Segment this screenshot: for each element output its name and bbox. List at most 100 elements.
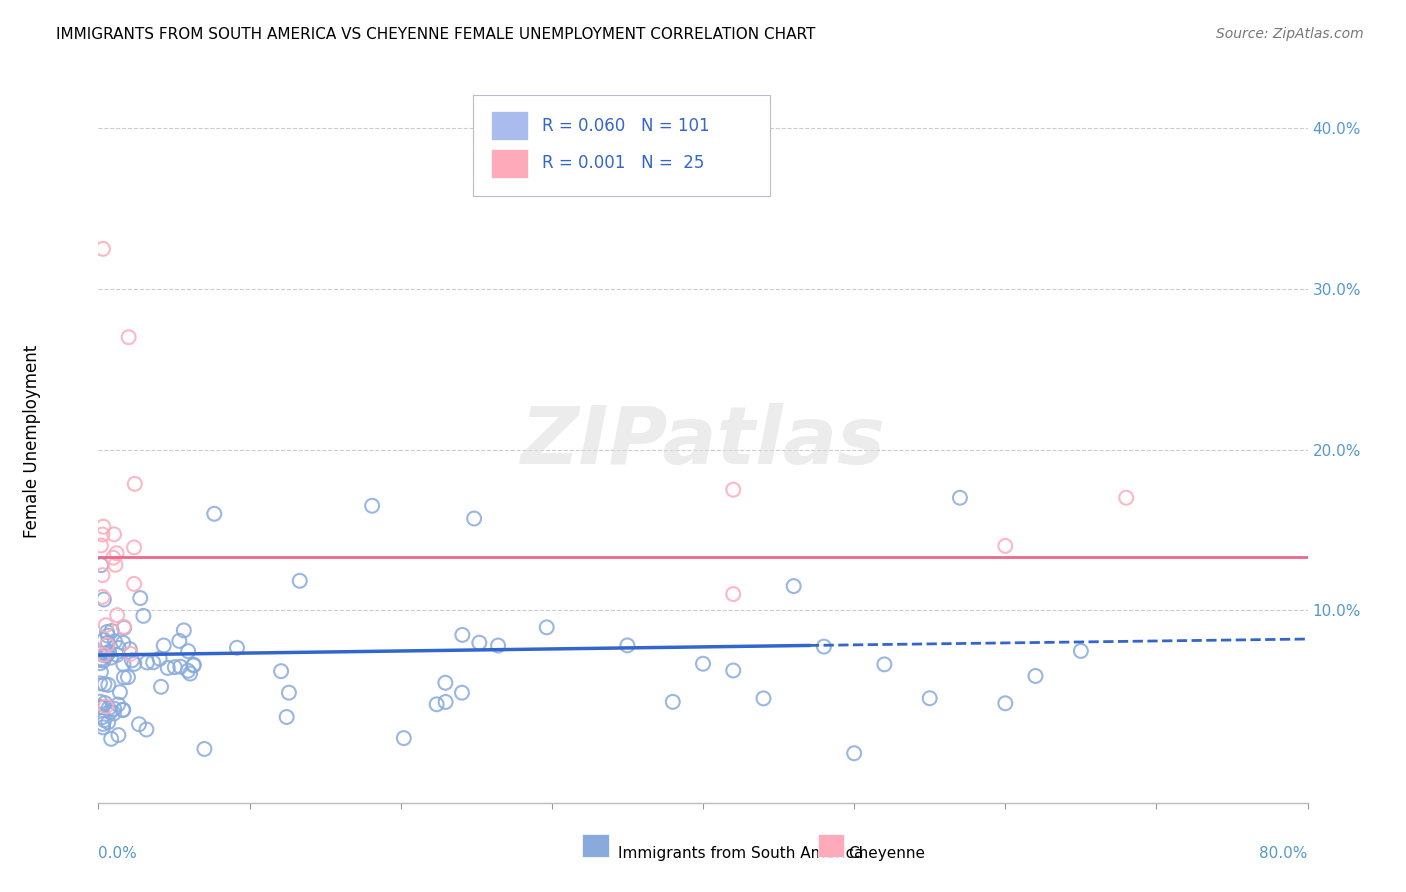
Point (107, 640, 129, 655)
Point (276, 710, 298, 724)
Text: R = 0.001   N =  25: R = 0.001 N = 25 (543, 154, 704, 172)
Point (193, 742, 215, 756)
Point (89, 653, 111, 667)
Point (103, 550, 125, 565)
Point (1024, 669, 1046, 683)
Point (97, 629, 120, 643)
Point (94, 618, 117, 632)
Point (813, 640, 835, 654)
Point (103, 706, 125, 721)
Point (93, 677, 115, 691)
Text: R = 0.060   N = 101: R = 0.060 N = 101 (543, 117, 710, 135)
Point (97, 701, 120, 715)
Point (91, 242, 114, 256)
Point (91, 717, 114, 731)
Point (392, 731, 415, 745)
Text: Female Unemployment: Female Unemployment (22, 345, 41, 538)
Point (202, 507, 225, 521)
Point (226, 640, 249, 655)
Point (97, 636, 120, 650)
Point (104, 558, 127, 572)
Point (91, 527, 114, 541)
Point (112, 636, 135, 650)
Point (149, 651, 172, 665)
Bar (492, 149, 527, 178)
Point (783, 579, 806, 593)
Bar (582, 834, 609, 857)
Point (156, 661, 179, 675)
Point (112, 620, 135, 634)
Point (150, 680, 173, 694)
Point (97, 678, 120, 692)
Point (103, 702, 125, 716)
Point (105, 546, 128, 560)
Point (103, 527, 125, 541)
Point (994, 539, 1017, 553)
Point (98, 645, 121, 659)
Point (93, 592, 115, 607)
Point (96, 648, 118, 663)
Point (128, 717, 150, 731)
Point (93, 654, 115, 668)
Point (142, 655, 165, 669)
Point (112, 621, 135, 635)
Point (97, 715, 120, 730)
Point (426, 698, 449, 712)
Point (179, 666, 201, 681)
Point (124, 476, 146, 491)
Point (873, 657, 896, 672)
Point (100, 650, 122, 665)
Point (111, 703, 134, 717)
Point (918, 691, 941, 706)
Point (616, 639, 638, 653)
Point (93, 648, 115, 662)
Text: Immigrants from South America: Immigrants from South America (619, 847, 863, 861)
Point (112, 703, 135, 717)
Point (270, 664, 292, 678)
Point (129, 591, 152, 605)
Point (112, 670, 135, 684)
Point (90, 665, 112, 679)
Point (1115, 491, 1137, 505)
Point (173, 624, 195, 638)
Point (91, 568, 114, 582)
Point (183, 657, 205, 672)
Point (89, 657, 111, 671)
Point (93, 713, 115, 727)
Point (96, 638, 118, 652)
Point (89, 676, 111, 690)
Point (1070, 644, 1092, 658)
Text: 0.0%: 0.0% (98, 847, 138, 861)
Point (90, 558, 112, 573)
Point (361, 499, 384, 513)
Point (107, 728, 129, 742)
Point (434, 675, 457, 690)
Point (101, 624, 124, 638)
Text: 80.0%: 80.0% (1260, 847, 1308, 861)
Point (100, 731, 122, 746)
Point (451, 628, 474, 642)
Point (288, 574, 311, 588)
Text: Source: ZipAtlas.com: Source: ZipAtlas.com (1216, 27, 1364, 41)
Point (752, 691, 775, 706)
Point (94, 699, 117, 714)
Point (661, 695, 683, 709)
Point (463, 511, 485, 525)
Point (120, 647, 142, 661)
Point (723, 664, 745, 678)
Point (118, 642, 141, 657)
Point (118, 330, 141, 344)
Point (96, 625, 118, 640)
Point (93, 519, 115, 533)
Point (96, 647, 118, 661)
Point (112, 657, 135, 672)
Point (723, 483, 745, 497)
Point (117, 670, 139, 684)
Point (277, 686, 299, 700)
Point (536, 620, 558, 634)
Point (89, 695, 111, 709)
Bar (818, 834, 845, 857)
FancyBboxPatch shape (474, 95, 769, 196)
Point (100, 705, 122, 719)
Point (108, 685, 131, 699)
